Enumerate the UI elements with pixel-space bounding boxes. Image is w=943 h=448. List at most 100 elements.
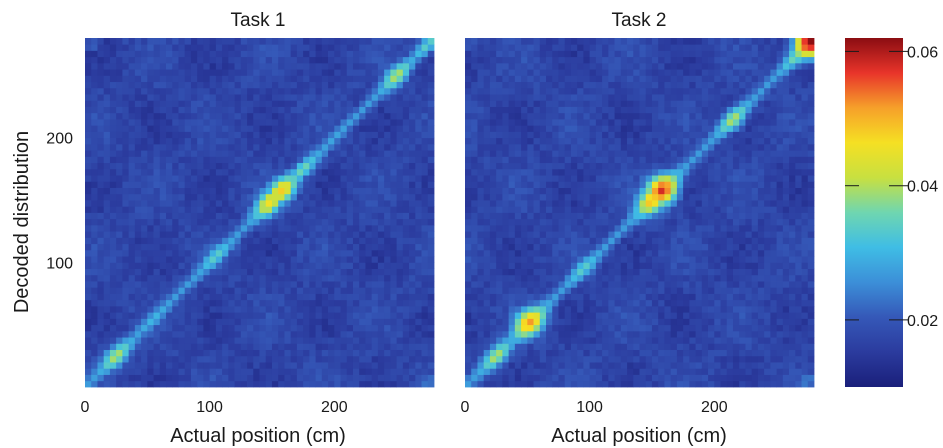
- heatmap-cell: [103, 224, 111, 232]
- heatmap-cell: [639, 262, 647, 269]
- heatmap-cell: [539, 256, 547, 263]
- heatmap-cell: [645, 187, 653, 195]
- heatmap-cell: [508, 62, 516, 70]
- heatmap-cell: [533, 337, 541, 344]
- heatmap-cell: [527, 281, 534, 288]
- heatmap-cell: [415, 143, 422, 151]
- heatmap-cell: [639, 355, 647, 363]
- heatmap-cell: [483, 218, 491, 226]
- heatmap-cell: [303, 206, 310, 213]
- heatmap-cell: [614, 249, 622, 257]
- heatmap-cell: [234, 281, 242, 288]
- heatmap-cell: [564, 112, 572, 120]
- heatmap-cell: [240, 87, 248, 95]
- heatmap-cell: [477, 131, 485, 139]
- heatmap-cell: [278, 305, 285, 313]
- heatmap-cell: [583, 206, 591, 213]
- heatmap-cell: [570, 50, 578, 58]
- heatmap-cell: [265, 287, 273, 294]
- heatmap-cell: [415, 268, 422, 276]
- heatmap-cell: [259, 218, 267, 226]
- heatmap-cell: [539, 224, 547, 232]
- heatmap-cell: [309, 168, 316, 176]
- heatmap-cell: [340, 175, 348, 182]
- heatmap-cell: [377, 162, 385, 170]
- heatmap-cell: [359, 119, 366, 126]
- heatmap-cell: [633, 281, 640, 288]
- heatmap-cell: [477, 224, 485, 232]
- heatmap-cell: [390, 62, 398, 70]
- heatmap-cell: [116, 237, 123, 245]
- heatmap-cell: [539, 293, 547, 301]
- heatmap-cell: [651, 150, 659, 157]
- heatmap-cell: [564, 181, 572, 188]
- heatmap-cell: [365, 243, 373, 251]
- heatmap-cell: [415, 324, 422, 332]
- heatmap-cell: [334, 362, 341, 369]
- heatmap-cell: [265, 374, 273, 382]
- heatmap-cell: [365, 181, 373, 188]
- heatmap-cell: [564, 50, 572, 58]
- heatmap-cell: [259, 137, 267, 145]
- heatmap-cell: [234, 374, 242, 382]
- heatmap-cell: [427, 87, 435, 95]
- heatmap-cell: [595, 44, 603, 51]
- heatmap-cell: [91, 150, 98, 157]
- heatmap-cell: [371, 119, 379, 126]
- heatmap-cell: [352, 293, 360, 301]
- heatmap-cell: [346, 181, 354, 188]
- heatmap-cell: [309, 187, 316, 195]
- heatmap-cell: [222, 156, 229, 164]
- heatmap-cell: [620, 231, 628, 238]
- heatmap-cell: [620, 75, 628, 83]
- heatmap-cell: [334, 131, 341, 139]
- heatmap-cell: [91, 274, 98, 282]
- heatmap-cell: [521, 237, 528, 245]
- heatmap-cell: [284, 94, 292, 101]
- heatmap-cell: [521, 231, 528, 238]
- heatmap-cell: [172, 380, 179, 388]
- heatmap-cell: [409, 156, 416, 164]
- heatmap-cell: [664, 150, 672, 157]
- heatmap-cell: [134, 218, 142, 226]
- heatmap-cell: [91, 324, 98, 332]
- heatmap-cell: [633, 256, 640, 263]
- heatmap-cell: [402, 206, 410, 213]
- heatmap-cell: [627, 94, 634, 101]
- heatmap-cell: [141, 274, 148, 282]
- heatmap-cell: [595, 312, 603, 319]
- heatmap-cell: [627, 380, 634, 388]
- heatmap-cell: [633, 262, 640, 269]
- heatmap-cell: [533, 143, 541, 151]
- heatmap-cell: [489, 355, 497, 363]
- heatmap-cell: [583, 38, 591, 45]
- heatmap-cell: [103, 150, 111, 157]
- heatmap-cell: [390, 231, 398, 238]
- heatmap-cell: [122, 256, 130, 263]
- heatmap-cell: [489, 181, 497, 188]
- heatmap-cell: [583, 75, 591, 83]
- heatmap-cell: [595, 218, 603, 226]
- heatmap-cell: [539, 143, 547, 151]
- heatmap-cell: [658, 187, 665, 195]
- heatmap-cell: [290, 94, 298, 101]
- heatmap-cell: [558, 62, 566, 70]
- heatmap-cell: [315, 200, 323, 207]
- heatmap-cell: [109, 374, 117, 382]
- heatmap-cell: [658, 249, 665, 257]
- heatmap-cell: [103, 380, 111, 388]
- heatmap-cell: [166, 119, 173, 126]
- heatmap-cell: [209, 305, 217, 313]
- heatmap-cell: [103, 162, 111, 170]
- heatmap-cell: [595, 262, 603, 269]
- heatmap-cell: [651, 349, 659, 357]
- heatmap-cell: [153, 224, 161, 232]
- heatmap-cell: [514, 343, 522, 351]
- heatmap-cell: [533, 312, 541, 319]
- heatmap-cell: [253, 237, 260, 245]
- heatmap-cell: [259, 150, 267, 157]
- heatmap-cell: [352, 131, 360, 139]
- heatmap-cell: [390, 355, 398, 363]
- heatmap-cell: [608, 237, 615, 245]
